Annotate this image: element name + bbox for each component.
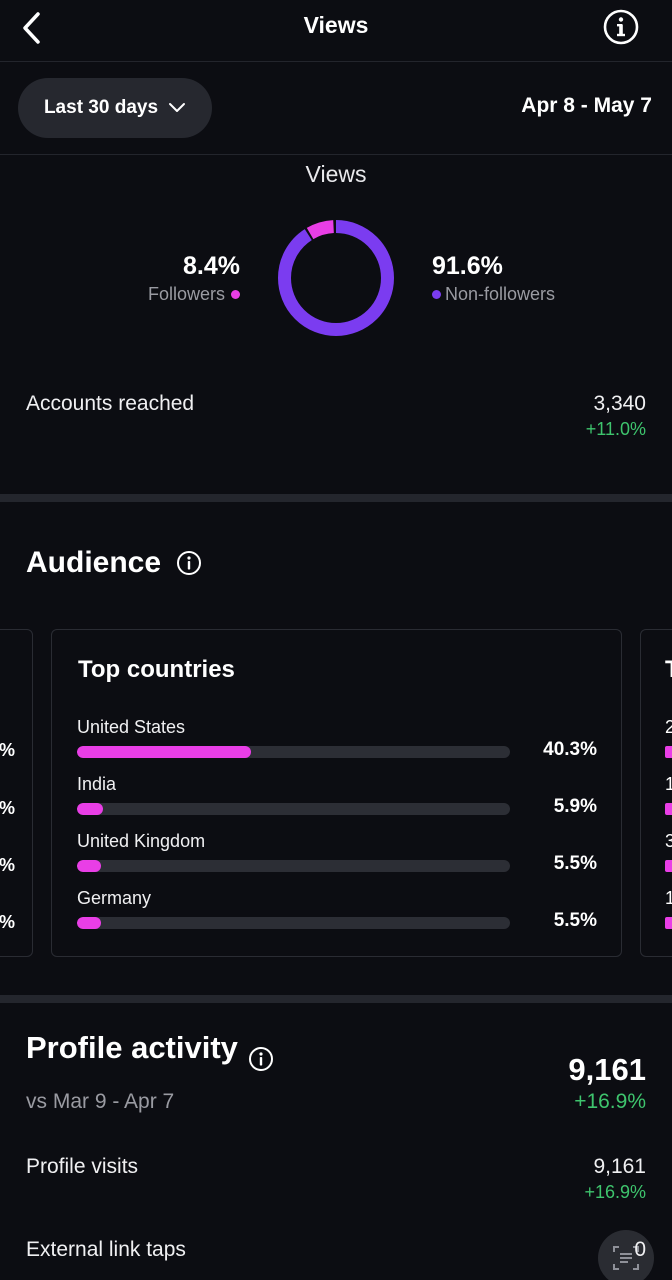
peek-bar [665, 803, 672, 815]
followers-slice [278, 220, 394, 336]
country-bar-fill [77, 746, 252, 758]
audience-card-previous[interactable]: % % % % [0, 629, 33, 957]
country-bar [77, 917, 510, 929]
audience-title: Audience [26, 546, 162, 579]
country-bar [77, 746, 510, 758]
profile-activity-comparison: vs Mar 9 - Apr 7 [26, 1090, 175, 1113]
peek-digit: 1 [665, 774, 672, 795]
audience-card-next[interactable]: T 2 1 3 1 [640, 629, 672, 957]
top-countries-title: Top countries [78, 656, 235, 683]
non-followers-dot-icon [432, 290, 441, 299]
country-percentage: 5.5% [553, 853, 597, 874]
date-range-text: Apr 8 - May 7 [521, 94, 652, 117]
top-countries-card[interactable]: Top countries United States 40.3% India … [51, 629, 622, 957]
filter-divider [0, 154, 672, 155]
info-icon [603, 9, 639, 45]
profile-activity-title: Profile activity [26, 1030, 238, 1065]
peek-bar [665, 917, 672, 929]
profile-visits-value: 9,161 [593, 1155, 646, 1178]
peek-digit: 3 [665, 831, 672, 852]
info-icon [177, 551, 201, 575]
peek-pct: % [0, 798, 16, 818]
back-button[interactable] [14, 8, 50, 48]
header-divider [0, 61, 672, 62]
country-percentage: 5.5% [553, 910, 597, 931]
profile-activity-total: 9,161 [568, 1052, 646, 1087]
audience-info-button[interactable] [176, 550, 202, 576]
country-bar [77, 860, 510, 872]
country-percentage: 40.3% [543, 739, 597, 760]
section-divider [0, 494, 672, 502]
peek-pct: % [0, 855, 16, 875]
non-followers-label: Non-followers [445, 284, 556, 304]
profile-activity-info-button[interactable] [248, 1046, 274, 1072]
country-bar-fill [77, 917, 101, 929]
accounts-reached-value: 3,340 [593, 392, 646, 415]
chevron-down-icon [169, 103, 186, 112]
profile-visits-change: +16.9% [584, 1182, 646, 1202]
date-range-dropdown-label: Last 30 days [43, 97, 159, 118]
peek-bar [665, 860, 672, 872]
peek-bar [665, 746, 672, 758]
views-donut-chart [278, 220, 394, 336]
followers-label: Followers [147, 284, 225, 304]
screenshot-scan-button[interactable] [598, 1230, 654, 1280]
country-percentage: 5.9% [553, 796, 597, 817]
text-scan-icon [613, 1246, 639, 1270]
country-name: India [77, 774, 117, 794]
non-followers-legend: Non-followers [432, 284, 555, 305]
profile-visits-label: Profile visits [26, 1155, 139, 1178]
peek-digit: 2 [665, 717, 672, 738]
accounts-reached-label: Accounts reached [26, 392, 195, 415]
non-followers-percentage: 91.6% [432, 252, 503, 280]
profile-activity-change: +16.9% [574, 1090, 646, 1113]
non-followers-slice [278, 220, 394, 336]
peek-pct: % [0, 912, 16, 932]
info-button[interactable] [602, 8, 640, 46]
peek-digit: 1 [665, 888, 672, 909]
country-bar [77, 803, 510, 815]
followers-legend: Followers [148, 284, 240, 305]
date-range-dropdown[interactable]: Last 30 days [18, 78, 212, 138]
country-bar-fill [77, 860, 101, 872]
peek-card-title: T [665, 656, 672, 684]
followers-dot-icon [231, 290, 240, 299]
country-name: United Kingdom [77, 831, 206, 851]
views-chart-title: Views [305, 161, 367, 187]
info-icon [249, 1047, 273, 1071]
peek-pct: % [0, 740, 16, 760]
accounts-reached-change: +11.0% [585, 419, 646, 439]
country-name: Germany [77, 888, 152, 908]
external-link-taps-value: 0 [634, 1238, 646, 1261]
chevron-left-icon [23, 12, 40, 44]
country-name: United States [77, 717, 186, 737]
followers-percentage: 8.4% [183, 252, 240, 280]
country-bar-fill [77, 803, 103, 815]
page-title: Views [303, 12, 369, 38]
external-link-taps-label: External link taps [26, 1238, 186, 1261]
section-divider [0, 995, 672, 1003]
